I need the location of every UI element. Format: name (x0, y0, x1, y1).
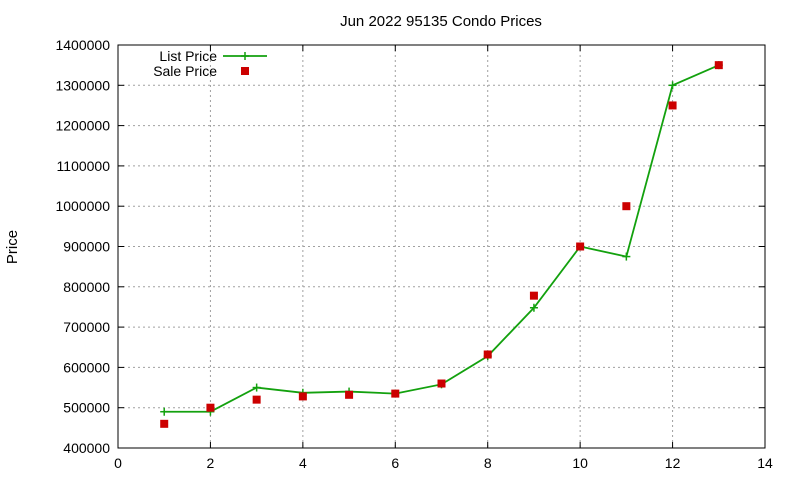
tick-labels: 0 2 4 6 8 10 12 14 400000 500000 600000 700000 80000… (55, 37, 773, 471)
legend-marker (241, 52, 249, 60)
data-point (529, 291, 538, 300)
data-point (160, 419, 169, 428)
legend-marker (241, 67, 249, 75)
y-tick-label: 400000 (63, 440, 110, 456)
axis-ticks (117, 44, 766, 449)
data-point (576, 242, 585, 251)
data-point (252, 383, 261, 392)
legend-label: Sale Price (153, 63, 217, 79)
data-point (668, 101, 677, 110)
data-point (160, 407, 169, 416)
y-tick-label: 700000 (63, 319, 110, 335)
x-tick-label: 2 (207, 455, 215, 471)
x-tick-label: 0 (114, 455, 122, 471)
data-point (391, 389, 400, 398)
series (160, 61, 723, 428)
y-tick-label: 1100000 (57, 158, 111, 174)
grid (118, 45, 765, 448)
data-point (298, 392, 307, 401)
x-tick-label: 10 (572, 455, 588, 471)
y-tick-label: 600000 (63, 359, 110, 375)
y-tick-label: 1400000 (55, 37, 110, 53)
chart-title: Jun 2022 95135 Condo Prices (340, 13, 542, 30)
y-axis-label: Price (4, 230, 21, 264)
data-point (206, 403, 215, 412)
data-point (529, 303, 538, 312)
data-point (668, 81, 677, 90)
y-tick-label: 500000 (63, 400, 110, 416)
data-point (252, 395, 261, 404)
y-tick-label: 1000000 (55, 198, 110, 214)
x-tick-label: 12 (665, 455, 681, 471)
data-point (437, 379, 446, 388)
data-point (483, 350, 492, 359)
series-2 (160, 61, 723, 428)
x-tick-label: 8 (484, 455, 492, 471)
data-point (622, 202, 631, 211)
x-tick-label: 4 (299, 455, 307, 471)
data-point (345, 390, 354, 399)
x-tick-label: 14 (757, 455, 773, 471)
y-tick-label: 1300000 (55, 77, 110, 93)
legend-label: List Price (159, 48, 217, 64)
y-tick-label: 800000 (63, 279, 110, 295)
data-point (714, 61, 723, 70)
data-point (622, 252, 631, 261)
y-tick-label: 1200000 (55, 118, 110, 134)
y-tick-label: 900000 (63, 239, 110, 255)
x-tick-label: 6 (391, 455, 399, 471)
series-1 (160, 61, 723, 416)
series-line (164, 64, 720, 413)
